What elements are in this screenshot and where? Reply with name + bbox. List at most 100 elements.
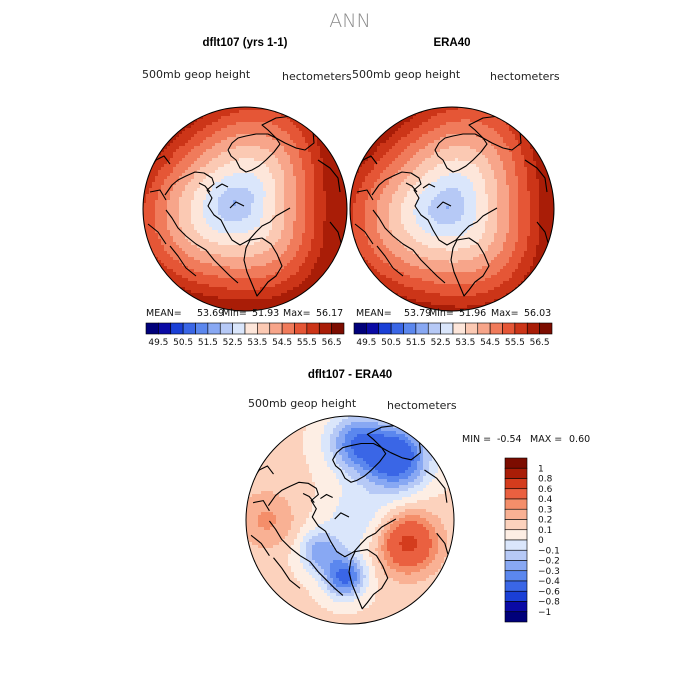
field-cell xyxy=(257,206,261,210)
field-cell xyxy=(236,269,240,273)
field-cell xyxy=(167,257,171,261)
field-cell xyxy=(263,266,267,270)
field-cell xyxy=(329,233,333,237)
field-cell xyxy=(209,257,213,261)
field-cell xyxy=(236,260,240,264)
field-cell xyxy=(200,188,204,192)
field-cell xyxy=(221,197,225,201)
field-cell xyxy=(473,113,477,117)
field-cell xyxy=(242,164,246,168)
field-cell xyxy=(155,263,159,267)
field-cell xyxy=(299,191,303,195)
field-cell xyxy=(260,272,264,276)
field-cell xyxy=(224,128,228,132)
field-cell xyxy=(236,155,240,159)
field-cell xyxy=(416,140,420,144)
field-cell xyxy=(284,182,288,186)
field-cell xyxy=(302,137,306,141)
field-cell xyxy=(197,191,201,195)
field-cell xyxy=(203,224,207,228)
field-cell xyxy=(236,236,240,240)
field-cell xyxy=(224,167,228,171)
field-cell xyxy=(209,119,213,123)
field-cell xyxy=(245,278,249,282)
field-cell xyxy=(266,260,270,264)
field-cell xyxy=(221,173,225,177)
field-cell xyxy=(431,158,435,162)
field-cell xyxy=(284,287,288,291)
field-cell xyxy=(224,305,228,309)
field-cell xyxy=(530,152,534,156)
field-cell xyxy=(275,158,279,162)
field-cell xyxy=(302,194,306,198)
field-cell xyxy=(308,140,312,144)
field-cell xyxy=(221,275,225,279)
field-cell xyxy=(206,116,210,120)
field-cell xyxy=(254,236,258,240)
field-cell xyxy=(530,149,534,153)
field-cell xyxy=(173,263,177,267)
field-cell xyxy=(275,275,279,279)
field-cell xyxy=(323,239,327,243)
field-cell xyxy=(233,170,237,174)
field-cell xyxy=(290,269,294,273)
field-cell xyxy=(272,119,276,123)
field-cell xyxy=(185,173,189,177)
field-cell xyxy=(479,125,483,129)
field-cell xyxy=(317,164,321,168)
field-cell xyxy=(233,146,237,150)
field-cell xyxy=(245,233,249,237)
field-cell xyxy=(356,161,360,165)
field-cell xyxy=(260,110,264,114)
field-cell xyxy=(455,116,459,120)
field-cell xyxy=(326,212,330,216)
field-cell xyxy=(239,164,243,168)
field-cell xyxy=(251,290,255,294)
field-cell xyxy=(176,182,180,186)
field-cell xyxy=(188,128,192,132)
field-cell xyxy=(512,122,516,126)
field-cell xyxy=(410,149,414,153)
field-cell xyxy=(263,170,267,174)
field-cell xyxy=(332,152,336,156)
field-cell xyxy=(497,170,501,174)
field-cell xyxy=(275,236,279,240)
field-cell xyxy=(269,212,273,216)
field-cell xyxy=(416,146,420,150)
field-cell xyxy=(470,110,474,114)
field-cell xyxy=(203,179,207,183)
field-cell xyxy=(407,116,411,120)
field-cell xyxy=(230,167,234,171)
field-cell xyxy=(245,137,249,141)
field-cell xyxy=(371,149,375,153)
field-cell xyxy=(521,146,525,150)
field-cell xyxy=(179,194,183,198)
field-cell xyxy=(206,119,210,123)
field-cell xyxy=(239,143,243,147)
field-cell xyxy=(260,122,264,126)
field-cell xyxy=(485,131,489,135)
field-cell xyxy=(218,224,222,228)
field-cell xyxy=(323,149,327,153)
field-cell xyxy=(476,140,480,144)
field-cell xyxy=(254,275,258,279)
field-cell xyxy=(515,167,519,171)
field-cell xyxy=(326,164,330,168)
panel-model-variable: 500mb geop height xyxy=(142,68,251,81)
field-cell xyxy=(311,128,315,132)
field-cell xyxy=(266,167,270,171)
field-cell xyxy=(251,260,255,264)
field-cell xyxy=(335,245,339,249)
field-cell xyxy=(302,281,306,285)
field-cell xyxy=(233,116,237,120)
field-cell xyxy=(260,182,264,186)
field-cell xyxy=(233,188,237,192)
field-cell xyxy=(251,143,255,147)
field-cell xyxy=(371,170,375,174)
field-cell xyxy=(389,122,393,126)
field-cell xyxy=(203,278,207,282)
field-cell xyxy=(245,164,249,168)
field-cell xyxy=(218,200,222,204)
field-cell xyxy=(323,266,327,270)
field-cell xyxy=(464,128,468,132)
